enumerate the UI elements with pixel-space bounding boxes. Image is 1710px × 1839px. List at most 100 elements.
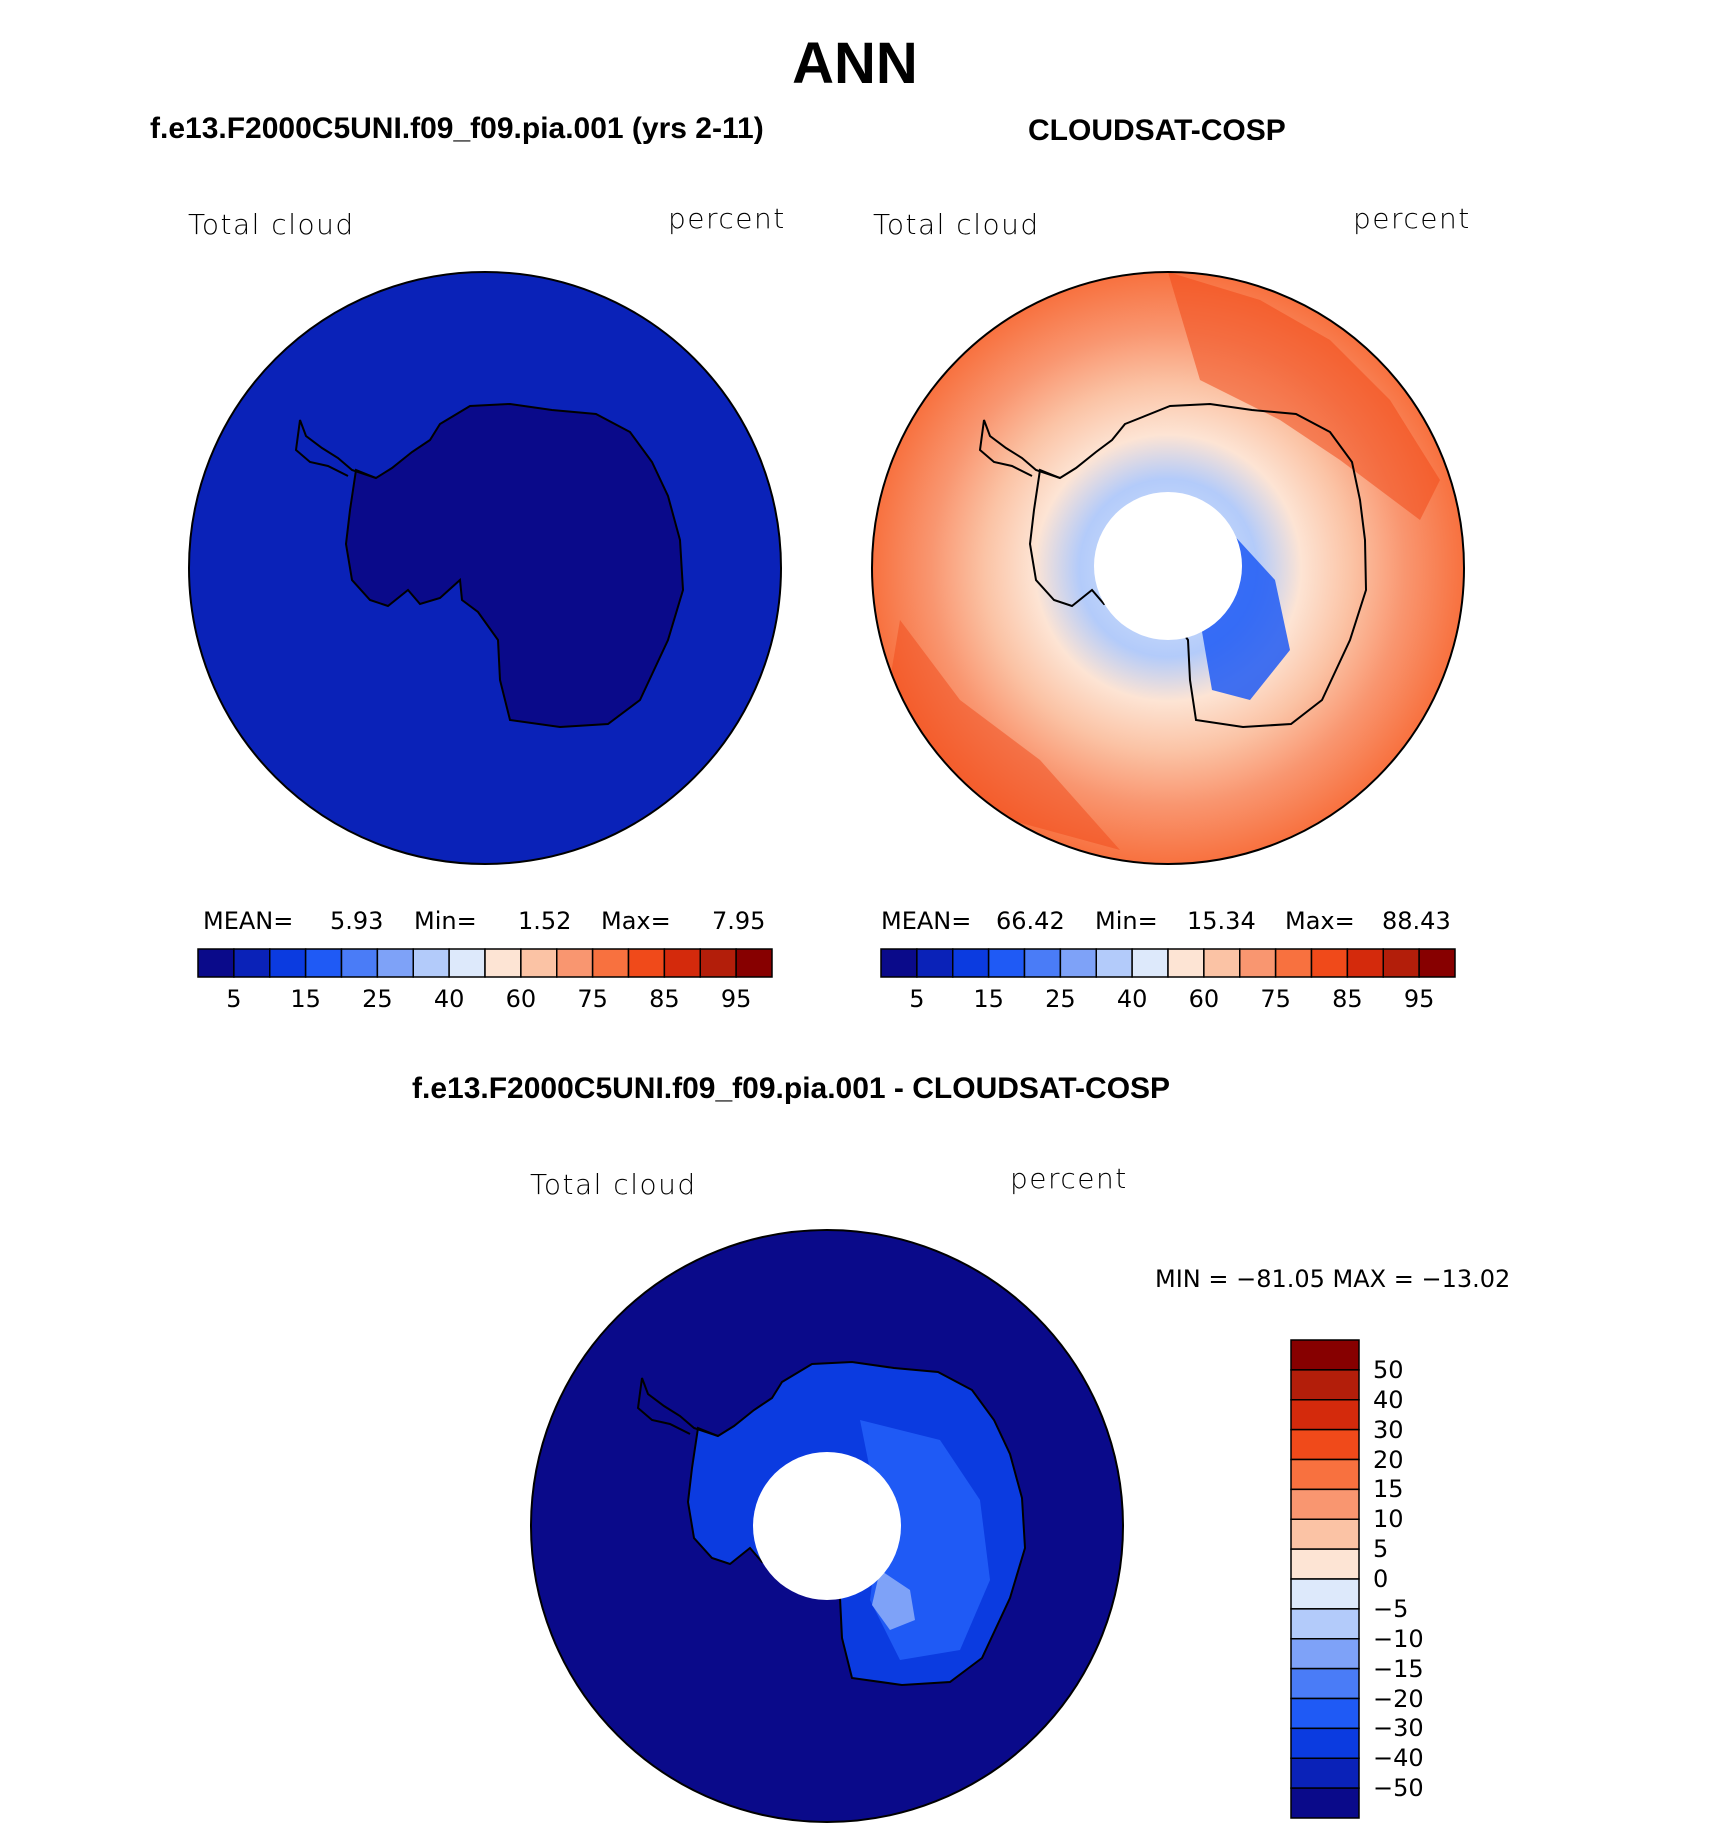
diff-panel-title: f.e13.F2000C5UNI.f09_f09.pia.001 - CLOUD…: [412, 1072, 1171, 1105]
page-title: ANN: [792, 31, 918, 96]
diff-colorbar-tick-label: 50: [1373, 1355, 1404, 1384]
right-colorbar-swatch: [1023, 948, 1062, 978]
right-colorbar-tick-label: 85: [1332, 985, 1363, 1013]
right-colorbar-tick-label: 5: [909, 985, 925, 1013]
left-colorbar-swatch: [591, 948, 630, 978]
right-variable-label: Total cloud: [873, 208, 1040, 241]
right-colorbar-swatch: [1418, 948, 1456, 978]
left-colorbar-swatch: [448, 948, 486, 978]
left-colorbar-swatch: [340, 948, 379, 978]
right-colorbar-swatch: [1239, 948, 1277, 978]
left-colorbar-tick-label: 25: [362, 985, 393, 1013]
right-colorbar-swatch: [916, 948, 954, 978]
diff-colorbar-swatch: [1290, 1458, 1360, 1491]
right-max-value: 88.43: [1382, 907, 1451, 935]
diff-colorbar-tick-label: −20: [1373, 1684, 1424, 1713]
diff-colorbar-swatch: [1290, 1369, 1360, 1401]
left-colorbar-swatch: [556, 948, 594, 978]
left-polar-map: [188, 271, 782, 865]
right-polar-map: [871, 271, 1465, 865]
diff-colorbar-swatch: [1290, 1667, 1360, 1700]
left-panel-title: f.e13.F2000C5UNI.f09_f09.pia.001 (yrs 2-…: [150, 112, 764, 145]
left-colorbar-swatch: [663, 948, 701, 978]
diff-small-negative-patch: [872, 1570, 915, 1630]
left-colorbar-tick-label: 95: [720, 985, 752, 1013]
left-min-value: 1.52: [518, 907, 572, 935]
left-colorbar-swatch: [233, 948, 271, 978]
left-min-label: Min=: [414, 907, 477, 935]
left-colorbar-tick-label: 40: [433, 985, 465, 1013]
left-mean-label: MEAN=: [203, 907, 294, 935]
diff-colorbar-swatch: [1290, 1727, 1360, 1759]
right-map-border: [871, 271, 1465, 865]
left-colorbar: [197, 948, 773, 978]
diff-colorbar-swatch: [1290, 1399, 1360, 1431]
right-min-value: 15.34: [1187, 907, 1256, 935]
diff-variable-label: Total cloud: [530, 1168, 697, 1201]
diff-colorbar-swatch: [1290, 1548, 1360, 1580]
left-colorbar-swatch: [412, 948, 450, 978]
diff-colorbar-tick-label: 40: [1373, 1385, 1404, 1414]
diff-colorbar-tick-label: 10: [1373, 1505, 1404, 1534]
right-colorbar-swatch: [1310, 948, 1349, 978]
diff-colorbar: [1290, 1339, 1360, 1819]
right-mean-value: 66.42: [996, 907, 1065, 935]
diff-colorbar-swatch: [1290, 1339, 1360, 1371]
diff-colorbar-tick-label: 5: [1373, 1535, 1389, 1564]
diff-colorbar-swatch: [1290, 1638, 1360, 1670]
right-max-label: Max=: [1285, 907, 1355, 935]
left-colorbar-swatch: [376, 948, 414, 978]
right-colorbar-swatch: [880, 948, 918, 978]
diff-colorbar-tick-label: −40: [1373, 1744, 1424, 1773]
diff-colorbar-swatch: [1290, 1518, 1360, 1550]
diff-colorbar-swatch: [1290, 1757, 1360, 1789]
right-colorbar-swatch: [987, 948, 1026, 978]
right-colorbar-tick-label: 15: [973, 985, 1004, 1013]
diff-colorbar-tick-label: 15: [1373, 1475, 1404, 1504]
diff-colorbar-tick-label: −15: [1373, 1654, 1424, 1683]
right-peninsula-coast: [978, 419, 1061, 479]
diff-colorbar-tick-label: −10: [1373, 1624, 1424, 1653]
diff-colorbar-swatch: [1290, 1697, 1360, 1730]
left-max-value: 7.95: [712, 907, 766, 935]
right-mean-label: MEAN=: [881, 907, 972, 935]
diff-minmax-text: MIN = −81.05 MAX = −13.02: [1155, 1265, 1511, 1293]
right-colorbar-tick-label: 25: [1045, 985, 1076, 1013]
left-mean-value: 5.93: [330, 907, 384, 935]
right-colorbar-swatch: [1131, 948, 1169, 978]
right-colorbar-tick-label: 95: [1403, 985, 1435, 1013]
diff-colorbar-tick-label: −50: [1373, 1774, 1424, 1803]
left-colorbar-swatch: [304, 948, 343, 978]
right-min-label: Min=: [1095, 907, 1158, 935]
left-colorbar-tick-label: 75: [577, 985, 608, 1013]
diff-colorbar-swatch: [1290, 1428, 1360, 1461]
left-colorbar-swatch: [484, 948, 522, 978]
right-colorbar-tick-label: 40: [1116, 985, 1148, 1013]
diff-colorbar-tick-label: −5: [1373, 1594, 1409, 1623]
right-colorbar-swatch: [952, 948, 990, 978]
left-colorbar-swatch: [269, 948, 307, 978]
left-units-label: percent: [668, 202, 786, 235]
left-colorbar-tick-label: 15: [290, 985, 321, 1013]
diff-colorbar-tick-label: −30: [1373, 1714, 1424, 1743]
right-colorbar-swatch: [1167, 948, 1205, 978]
left-peninsula-coast: [294, 419, 377, 479]
diff-colorbar-tick-label: 20: [1373, 1445, 1404, 1474]
right-colorbar-swatch: [1059, 948, 1097, 978]
left-variable-label: Total cloud: [188, 208, 355, 241]
diff-colorbar-swatch: [1290, 1608, 1360, 1640]
diff-colorbar-tick-label: 0: [1373, 1565, 1389, 1593]
diff-units-label: percent: [1010, 1162, 1128, 1195]
right-units-label: percent: [1353, 202, 1471, 235]
diff-colorbar-swatch: [1290, 1787, 1360, 1819]
diff-pole-hole: [753, 1452, 901, 1600]
right-high-cloud-patch: [1168, 272, 1440, 520]
right-colorbar: [880, 948, 1456, 978]
right-colorbar-swatch: [1095, 948, 1133, 978]
left-colorbar-swatch: [520, 948, 558, 978]
left-colorbar-tick-label: 5: [226, 985, 242, 1013]
right-colorbar-swatch: [1382, 948, 1420, 978]
right-high-cloud-patch: [890, 620, 1120, 850]
left-colorbar-swatch: [627, 948, 666, 978]
